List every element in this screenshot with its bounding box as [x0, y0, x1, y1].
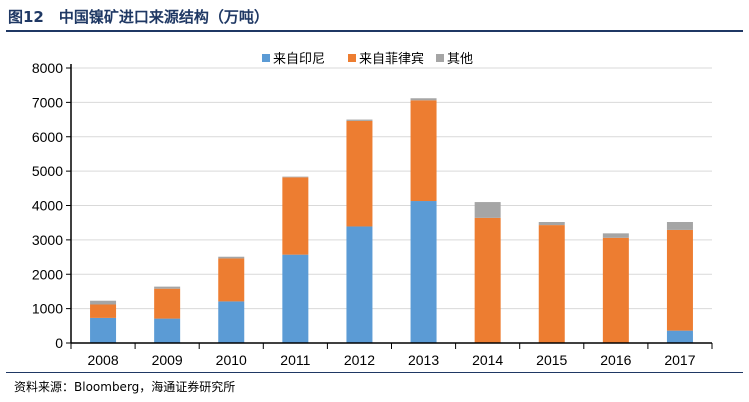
y-tick-label: 5000 — [32, 163, 63, 179]
x-tick-label: 2008 — [87, 352, 118, 368]
bar-segment — [346, 226, 373, 343]
bar-segment — [154, 318, 181, 343]
figure-title: 图12 中国镍矿进口来源结构（万吨） — [8, 8, 269, 26]
x-tick-label: 2012 — [344, 352, 375, 368]
legend-label: 来自印尼 — [273, 52, 325, 67]
x-tick-label: 2015 — [536, 352, 567, 368]
x-tick-label: 2017 — [664, 352, 695, 368]
bar-segment — [218, 256, 245, 259]
y-tick-label: 0 — [55, 335, 63, 351]
y-tick-label: 2000 — [32, 266, 63, 282]
bar-segment — [666, 229, 693, 331]
bar-segment — [474, 202, 501, 218]
bar-segment — [602, 237, 629, 343]
x-tick-label: 2013 — [408, 352, 439, 368]
x-tick-label: 2016 — [600, 352, 631, 368]
bar-segment — [90, 304, 117, 318]
x-tick-label: 2014 — [472, 352, 503, 368]
y-tick-label: 6000 — [32, 129, 63, 145]
bar-segment — [154, 286, 181, 289]
x-tick-label: 2011 — [280, 352, 310, 368]
y-tick-label: 3000 — [32, 232, 63, 248]
title-divider — [6, 30, 743, 32]
bar-segment — [282, 177, 309, 255]
bar-segment — [410, 98, 437, 101]
bar-segment — [538, 225, 565, 343]
bar-segment — [602, 233, 629, 238]
y-tick-label: 7000 — [32, 94, 63, 110]
bar-segment — [90, 300, 117, 305]
bar-segment — [218, 258, 245, 302]
bar-segment — [282, 254, 309, 343]
bar-segment — [282, 176, 309, 178]
bar-segment — [410, 201, 437, 343]
x-tick-label: 2010 — [216, 352, 247, 368]
bar-segment — [666, 222, 693, 230]
legend-label: 其他 — [447, 52, 473, 67]
x-tick-label: 2009 — [152, 352, 183, 368]
bar-segment — [538, 222, 565, 226]
bar-segment — [90, 317, 117, 343]
bar-segment — [666, 330, 693, 343]
legend-swatch — [436, 54, 444, 62]
footer-divider — [6, 372, 743, 373]
bar-segment — [218, 301, 245, 343]
legend-swatch — [262, 54, 270, 62]
y-tick-label: 4000 — [32, 198, 63, 214]
legend-swatch — [348, 54, 356, 62]
bar-segment — [346, 119, 373, 121]
legend-label: 来自菲律宾 — [359, 51, 424, 67]
bar-segment — [154, 288, 181, 319]
bar-segment — [410, 100, 437, 202]
bar-segment — [346, 120, 373, 227]
bar-segment — [474, 217, 501, 343]
y-tick-label: 8000 — [32, 60, 63, 76]
source-note: 资料来源：Bloomberg，海通证券研究所 — [14, 380, 236, 394]
y-tick-label: 1000 — [32, 301, 63, 317]
